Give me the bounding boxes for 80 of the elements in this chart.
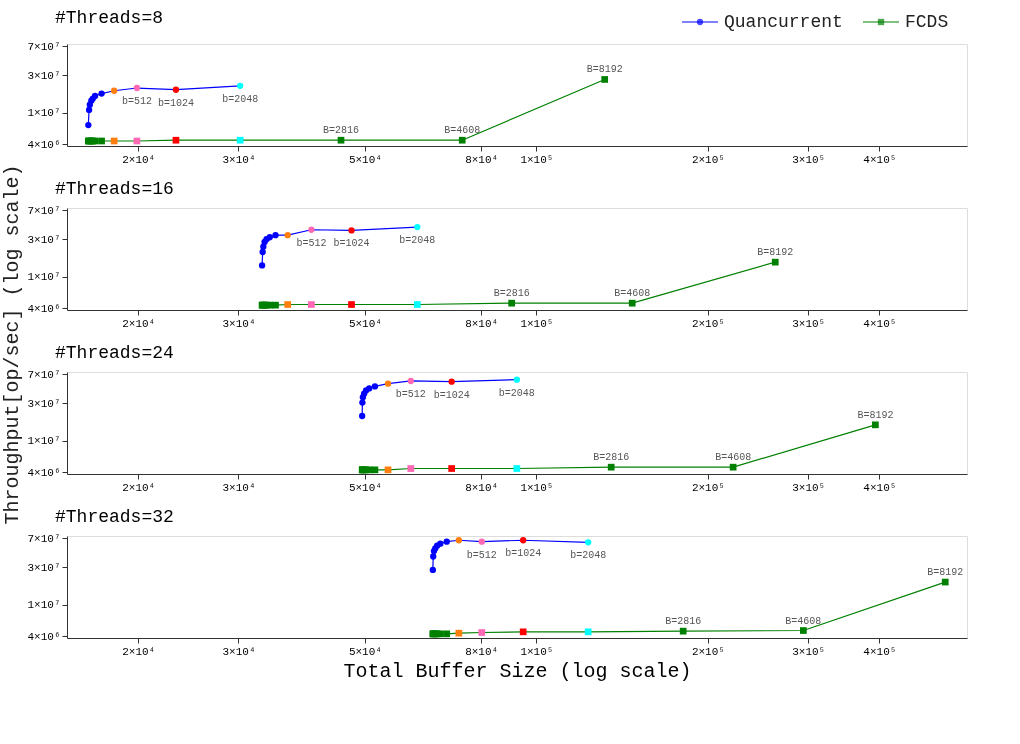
x-tick-label: 2×10⁴ (122, 153, 156, 166)
annotation: B=4608 (785, 615, 822, 627)
x-tick-label: 4×10⁵ (863, 153, 897, 166)
x-tick-label: 5×10⁴ (348, 481, 382, 494)
y-tick-label: 4×10⁶ (27, 466, 61, 479)
annotation: b=512 (395, 388, 426, 400)
x-tick-label: 8×10⁴ (465, 153, 499, 166)
annotation: B=2816 (593, 452, 630, 464)
y-tick-label: 7×10⁷ (27, 368, 61, 381)
y-tick-label: 1×10⁷ (27, 107, 61, 120)
annotation: B=4608 (614, 288, 651, 300)
x-tick-label: 1×10⁵ (520, 645, 554, 658)
annotation: B=2816 (665, 616, 702, 628)
annotation: b=2048 (498, 387, 535, 399)
annotation: B=4608 (444, 125, 481, 137)
y-tick-label: 4×10⁶ (27, 138, 61, 151)
x-tick-label: 3×10⁴ (222, 481, 256, 494)
legend-label: Quancurrent (724, 12, 843, 32)
annotation: b=512 (296, 237, 327, 249)
x-tick-label: 5×10⁴ (348, 153, 382, 166)
x-tick-label: 2×10⁴ (122, 481, 156, 494)
y-axis-title: Throughput[op/sec] (log scale) (1, 164, 25, 525)
y-tick-label: 3×10⁷ (27, 233, 61, 246)
chart-title: #Threads=32 (54, 507, 174, 528)
x-tick-label: 2×10⁵ (691, 153, 725, 166)
chart-title: #Threads=16 (54, 179, 174, 200)
annotation: b=512 (121, 96, 152, 108)
x-tick-label: 4×10⁵ (863, 481, 897, 494)
chart-title: #Threads=8 (54, 8, 164, 28)
x-tick-label: 3×10⁵ (792, 645, 826, 658)
y-tick-label: 1×10⁷ (27, 435, 61, 448)
x-tick-label: 2×10⁴ (122, 645, 156, 658)
x-tick-label: 1×10⁵ (520, 481, 554, 494)
x-tick-label: 2×10⁴ (122, 317, 156, 330)
x-tick-label: 3×10⁴ (222, 317, 256, 330)
x-tick-label: 8×10⁴ (465, 317, 499, 330)
annotation: B=2816 (323, 125, 360, 137)
annotation: b=1024 (157, 97, 194, 109)
chart-title: #Threads=24 (54, 343, 174, 364)
annotation: b=1024 (433, 389, 470, 401)
y-tick-label: 4×10⁶ (27, 630, 61, 643)
annotation: b=1024 (333, 238, 370, 250)
x-tick-label: 1×10⁵ (520, 317, 554, 330)
y-tick-label: 4×10⁶ (27, 302, 61, 315)
annotation: b=2048 (222, 93, 259, 105)
annotation: b=2048 (570, 550, 607, 562)
y-tick-label: 1×10⁷ (27, 271, 61, 284)
annotation: B=2816 (493, 288, 530, 300)
annotation: b=512 (466, 549, 497, 561)
x-tick-label: 3×10⁵ (792, 317, 826, 330)
x-tick-label: 3×10⁴ (222, 645, 256, 658)
x-tick-label: 3×10⁵ (792, 481, 826, 494)
x-tick-label: 4×10⁵ (863, 317, 897, 330)
annotation: B=8192 (927, 567, 964, 579)
x-tick-label: 8×10⁴ (465, 645, 499, 658)
x-tick-label: 3×10⁵ (792, 153, 826, 166)
y-tick-label: 7×10⁷ (27, 204, 61, 217)
annotation: b=1024 (505, 548, 542, 560)
x-tick-label: 1×10⁵ (520, 153, 554, 166)
y-tick-label: 7×10⁷ (27, 40, 61, 53)
annotation: B=8192 (757, 247, 794, 259)
y-tick-label: 3×10⁷ (27, 397, 61, 410)
y-tick-label: 7×10⁷ (27, 532, 61, 545)
y-tick-label: 3×10⁷ (27, 561, 61, 574)
x-tick-label: 5×10⁴ (348, 645, 382, 658)
x-tick-label: 2×10⁵ (691, 317, 725, 330)
y-tick-label: 1×10⁷ (27, 599, 61, 612)
x-axis-title: Total Buffer Size (log scale) (343, 659, 692, 683)
x-tick-label: 2×10⁵ (691, 645, 725, 658)
x-tick-label: 8×10⁴ (465, 481, 499, 494)
y-tick-label: 3×10⁷ (27, 69, 61, 82)
annotation: b=2048 (399, 235, 436, 247)
x-tick-label: 3×10⁴ (222, 153, 256, 166)
x-tick-label: 5×10⁴ (348, 317, 382, 330)
annotation: B=8192 (857, 409, 894, 421)
annotation: B=8192 (586, 64, 623, 76)
annotation: B=4608 (715, 452, 752, 464)
legend-label: FCDS (905, 12, 949, 32)
x-tick-label: 2×10⁵ (691, 481, 725, 494)
x-tick-label: 4×10⁵ (863, 645, 897, 658)
